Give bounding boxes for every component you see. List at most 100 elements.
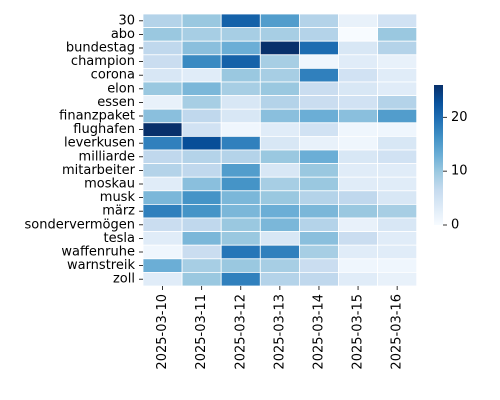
heatmap-cell bbox=[377, 135, 418, 151]
heatmap-cell bbox=[220, 217, 261, 233]
heatmap-cell bbox=[298, 163, 339, 178]
colorbar-gradient bbox=[434, 85, 443, 225]
heatmap-cell bbox=[298, 176, 339, 192]
heatmap-cell bbox=[181, 231, 222, 246]
heatmap-cell bbox=[142, 54, 183, 69]
heatmap-cell bbox=[338, 68, 378, 83]
heatmap-cell bbox=[181, 81, 222, 97]
heatmap-cell bbox=[377, 81, 418, 97]
heatmap-cell bbox=[259, 271, 300, 287]
heatmap-cell bbox=[259, 108, 300, 124]
heatmap-cell bbox=[220, 203, 261, 219]
heatmap-cell bbox=[338, 27, 378, 42]
heatmap-cell bbox=[338, 203, 378, 219]
row-label: flughafen bbox=[73, 122, 135, 137]
heatmap-cell bbox=[338, 190, 378, 205]
heatmap-cell bbox=[220, 271, 261, 287]
heatmap-cell bbox=[181, 149, 222, 165]
colorbar-tick-label: 10 bbox=[451, 164, 468, 179]
heatmap-cell bbox=[377, 176, 418, 192]
heatmap-cell bbox=[181, 190, 222, 205]
row-label: champion bbox=[71, 54, 135, 69]
heatmap-cell bbox=[298, 108, 339, 124]
heatmap-cell bbox=[259, 244, 300, 260]
heatmap-cell bbox=[338, 13, 378, 29]
heatmap-cell bbox=[298, 190, 339, 205]
heatmap-cell bbox=[377, 68, 418, 83]
heatmap-cell bbox=[220, 95, 261, 110]
heatmap-cell bbox=[142, 68, 183, 83]
heatmap-cell bbox=[298, 13, 339, 29]
heatmap-cell bbox=[338, 95, 378, 110]
heatmap-cell bbox=[259, 54, 300, 69]
row-label: musk bbox=[100, 190, 136, 205]
row-label: sondervermögen bbox=[25, 217, 135, 232]
column-labels: 2025-03-10 2025-03-11 2025-03-12 2025-03-13… bbox=[155, 286, 405, 370]
row-label: finanzpaket bbox=[59, 109, 135, 124]
heatmap-cell bbox=[377, 108, 418, 124]
heatmap-cell bbox=[181, 163, 222, 178]
row-label: corona bbox=[91, 68, 135, 83]
heatmap-cell bbox=[259, 163, 300, 178]
heatmap-cell bbox=[338, 231, 378, 246]
heatmap-cell bbox=[298, 81, 339, 97]
heatmap-cell bbox=[377, 271, 418, 287]
heatmap-cell bbox=[338, 40, 378, 56]
row-label: warnstreik bbox=[67, 258, 135, 273]
heatmap-cell bbox=[220, 54, 261, 69]
heatmap-cell bbox=[259, 258, 300, 273]
heatmap-cell bbox=[220, 68, 261, 83]
column-label: 2025-03-16 bbox=[390, 294, 405, 370]
heatmap-cell bbox=[298, 231, 339, 246]
column-label: 2025-03-11 bbox=[194, 294, 209, 370]
heatmap-cell bbox=[377, 149, 418, 165]
heatmap-cell bbox=[298, 122, 339, 137]
heatmap-cell bbox=[142, 176, 183, 192]
heatmap-cell bbox=[181, 244, 222, 260]
heatmap-cell bbox=[181, 258, 222, 273]
heatmap-cell bbox=[298, 135, 339, 151]
heatmap-cell bbox=[142, 108, 183, 124]
heatmap-cell bbox=[338, 149, 378, 165]
heatmap-cell bbox=[377, 27, 418, 42]
heatmap-cell bbox=[259, 176, 300, 192]
heatmap-cell bbox=[259, 231, 300, 246]
heatmap-cell bbox=[220, 135, 261, 151]
heatmap-cell bbox=[298, 54, 339, 69]
heatmap-cell bbox=[259, 149, 300, 165]
row-label: waffenruhe bbox=[61, 245, 135, 260]
colorbar: 0 10 20 bbox=[434, 85, 468, 233]
heatmap-cell bbox=[338, 122, 378, 137]
row-label: bundestag bbox=[66, 41, 135, 56]
heatmap-cell bbox=[142, 135, 183, 151]
heatmap-cell bbox=[142, 40, 183, 56]
heatmap-cell bbox=[377, 217, 418, 233]
heatmap-cell bbox=[220, 122, 261, 137]
heatmap-cell bbox=[142, 27, 183, 42]
heatmap-cell bbox=[181, 27, 222, 42]
heatmap-cell bbox=[298, 244, 339, 260]
heatmap-cell bbox=[377, 95, 418, 110]
row-label: milliarde bbox=[79, 149, 135, 164]
heatmap-cell bbox=[181, 203, 222, 219]
row-label: zoll bbox=[113, 272, 135, 287]
heatmap-cell bbox=[298, 203, 339, 219]
heatmap-cell bbox=[220, 81, 261, 97]
heatmap-cell bbox=[142, 258, 183, 273]
colorbar-tick-label: 0 bbox=[451, 218, 459, 233]
row-labels: 30abobundestagchampioncoronaelonessenfin… bbox=[25, 13, 143, 287]
heatmap-cell bbox=[181, 176, 222, 192]
row-label: moskau bbox=[84, 177, 135, 192]
heatmap-cell bbox=[338, 271, 378, 287]
heatmap-cell bbox=[298, 149, 339, 165]
heatmap-cell bbox=[220, 244, 261, 260]
heatmap-cell bbox=[220, 40, 261, 56]
heatmap-cell bbox=[142, 95, 183, 110]
heatmap-cell bbox=[298, 68, 339, 83]
heatmap-cell bbox=[377, 163, 418, 178]
heatmap-cell bbox=[181, 95, 222, 110]
heatmap-cell bbox=[259, 135, 300, 151]
heatmap-cell bbox=[377, 54, 418, 69]
column-label: 2025-03-10 bbox=[155, 294, 170, 370]
